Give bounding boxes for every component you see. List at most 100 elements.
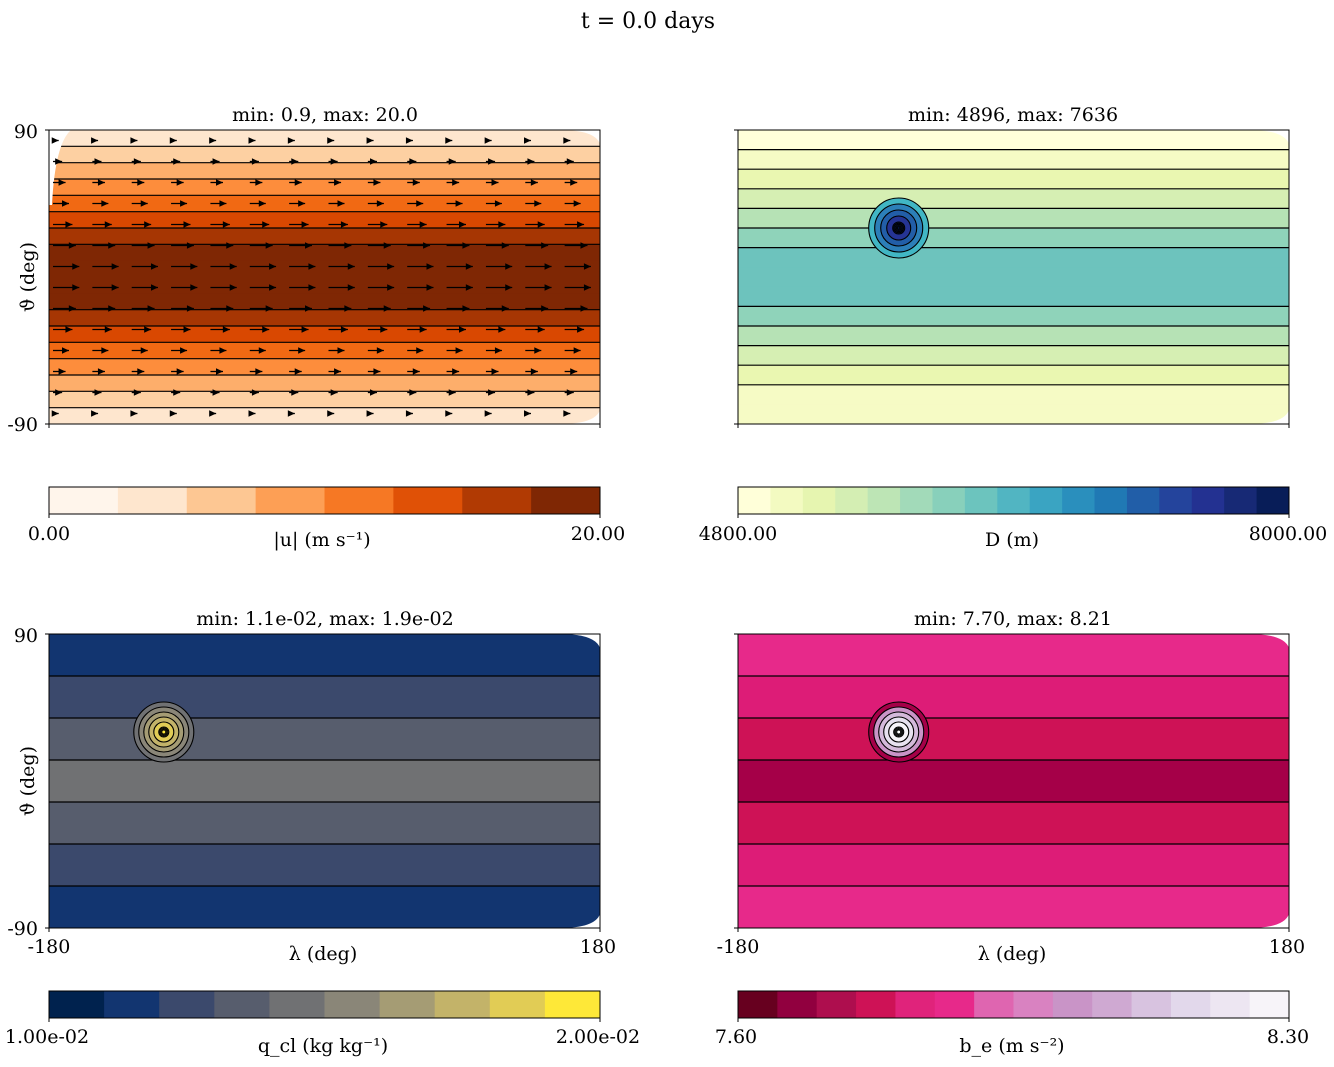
wind-arrow-head — [405, 137, 413, 144]
ytick-top-velocity: 90 — [14, 121, 38, 143]
xtick-right-buoyancy: 180 — [1269, 936, 1305, 958]
field-band — [49, 358, 600, 376]
panel-title-cloud: min: 1.1e-02, max: 1.9e-02 — [196, 608, 453, 630]
blob-contour — [158, 726, 170, 738]
wind-arrow-head — [580, 305, 588, 312]
wind-arrow-head — [111, 263, 119, 270]
unfilled-corner — [1249, 130, 1289, 144]
field-band — [49, 146, 600, 164]
wind-arrow-head — [537, 221, 545, 228]
wind-arrow-head — [530, 368, 538, 375]
field-band — [738, 802, 1289, 845]
unfilled-corner — [560, 130, 600, 144]
xtick-left-cloud: -180 — [28, 936, 71, 958]
colorbar-swatch — [1170, 991, 1211, 1018]
wind-arrow-head — [419, 221, 427, 228]
wind-arrow-head — [101, 200, 109, 207]
wind-arrow-head — [330, 389, 338, 396]
wind-arrow-head — [337, 200, 345, 207]
wind-arrow-head — [505, 263, 513, 270]
wind-arrow-head — [366, 137, 374, 144]
wind-arrow-head — [68, 242, 76, 249]
wind-arrow-head — [62, 347, 69, 354]
wind-arrow-head — [51, 137, 59, 144]
wind-arrow-head — [488, 158, 496, 165]
field-band — [49, 407, 600, 424]
wind-arrow-head — [505, 284, 513, 291]
colorbar-swatch — [1092, 991, 1133, 1018]
wind-arrow-head — [573, 200, 581, 207]
field-band — [49, 718, 600, 761]
wind-arrow-head — [190, 263, 198, 270]
wind-arrow-head — [570, 179, 578, 186]
blob-contour — [897, 226, 901, 230]
wind-arrow-head — [219, 347, 227, 354]
wind-arrow-head — [412, 179, 420, 186]
wind-arrow-head — [465, 263, 473, 270]
colorbar-swatch — [255, 487, 326, 514]
colorbar-swatch — [49, 991, 105, 1018]
wind-arrow-head — [219, 200, 227, 207]
colorbar-swatch — [1256, 487, 1290, 514]
wind-arrow-head — [222, 326, 230, 333]
colorbar-swatch — [932, 487, 966, 514]
wind-arrow-head — [176, 368, 184, 375]
wind-arrow-head — [426, 284, 434, 291]
wind-arrow-head — [62, 200, 69, 207]
colorbar-swatch — [816, 991, 857, 1018]
wind-arrow-head — [55, 389, 63, 396]
wind-arrow-head — [405, 410, 413, 417]
wind-arrow-head — [265, 305, 273, 312]
blob-contour — [895, 225, 902, 231]
wind-arrow-head — [151, 284, 158, 291]
wind-arrow-head — [101, 347, 109, 354]
panel-title-velocity: min: 0.9, max: 20.0 — [232, 104, 418, 126]
wind-arrow-head — [104, 221, 112, 228]
wind-arrow-head — [262, 221, 270, 228]
wind-arrow-head — [94, 158, 102, 165]
wind-arrow-head — [68, 305, 76, 312]
colorbar-swatch — [974, 991, 1014, 1018]
colorbar-swatch — [770, 487, 804, 514]
colorbar-swatch — [531, 487, 601, 514]
wind-arrow-head — [376, 200, 384, 207]
wind-arrow-head — [580, 242, 588, 249]
wind-arrow-head — [186, 242, 194, 249]
colorbar-swatch — [1052, 991, 1093, 1018]
panel-title-buoyancy: min: 7.70, max: 8.21 — [914, 608, 1112, 630]
wind-arrow-head — [383, 242, 391, 249]
panel-buoyancy: min: 7.70, max: 8.21 -180 180 λ (deg) 7.… — [715, 608, 1309, 1057]
wind-arrow-head — [229, 263, 237, 270]
wind-arrow-head — [291, 158, 299, 165]
plot-area-depth — [734, 129, 1290, 428]
colorbar-label-buoyancy: b_e (m s⁻²) — [959, 1035, 1064, 1057]
field-band — [49, 676, 600, 719]
wind-arrow-head — [380, 221, 388, 228]
wind-arrow-head — [140, 347, 148, 354]
wind-arrow-head — [423, 242, 431, 249]
wind-arrow-head — [55, 158, 63, 165]
wind-arrow-head — [72, 263, 80, 270]
field-band — [738, 247, 1289, 268]
colorbar-swatch — [738, 991, 778, 1018]
colorbar-swatch — [379, 991, 436, 1018]
field-band — [49, 162, 600, 180]
wind-arrow-head — [183, 221, 191, 228]
wind-arrow-head — [344, 305, 352, 312]
wind-arrow-head — [366, 410, 374, 417]
wind-arrow-head — [423, 305, 431, 312]
field-band — [49, 179, 600, 196]
wind-arrow-head — [416, 347, 424, 354]
colorbar-swatch — [867, 487, 901, 514]
wind-arrow-head — [462, 305, 470, 312]
wind-arrow-head — [455, 200, 463, 207]
wind-arrow-head — [108, 242, 116, 249]
wind-arrow-head — [147, 305, 155, 312]
colorbar-label-depth: D (m) — [985, 529, 1039, 551]
wind-arrow-head — [255, 179, 263, 186]
wind-arrow-head — [222, 221, 230, 228]
wind-arrow-head — [387, 263, 395, 270]
wind-arrow-head — [491, 368, 499, 375]
colorbar-swatch — [1159, 487, 1193, 514]
wind-arrow-head — [258, 200, 266, 207]
